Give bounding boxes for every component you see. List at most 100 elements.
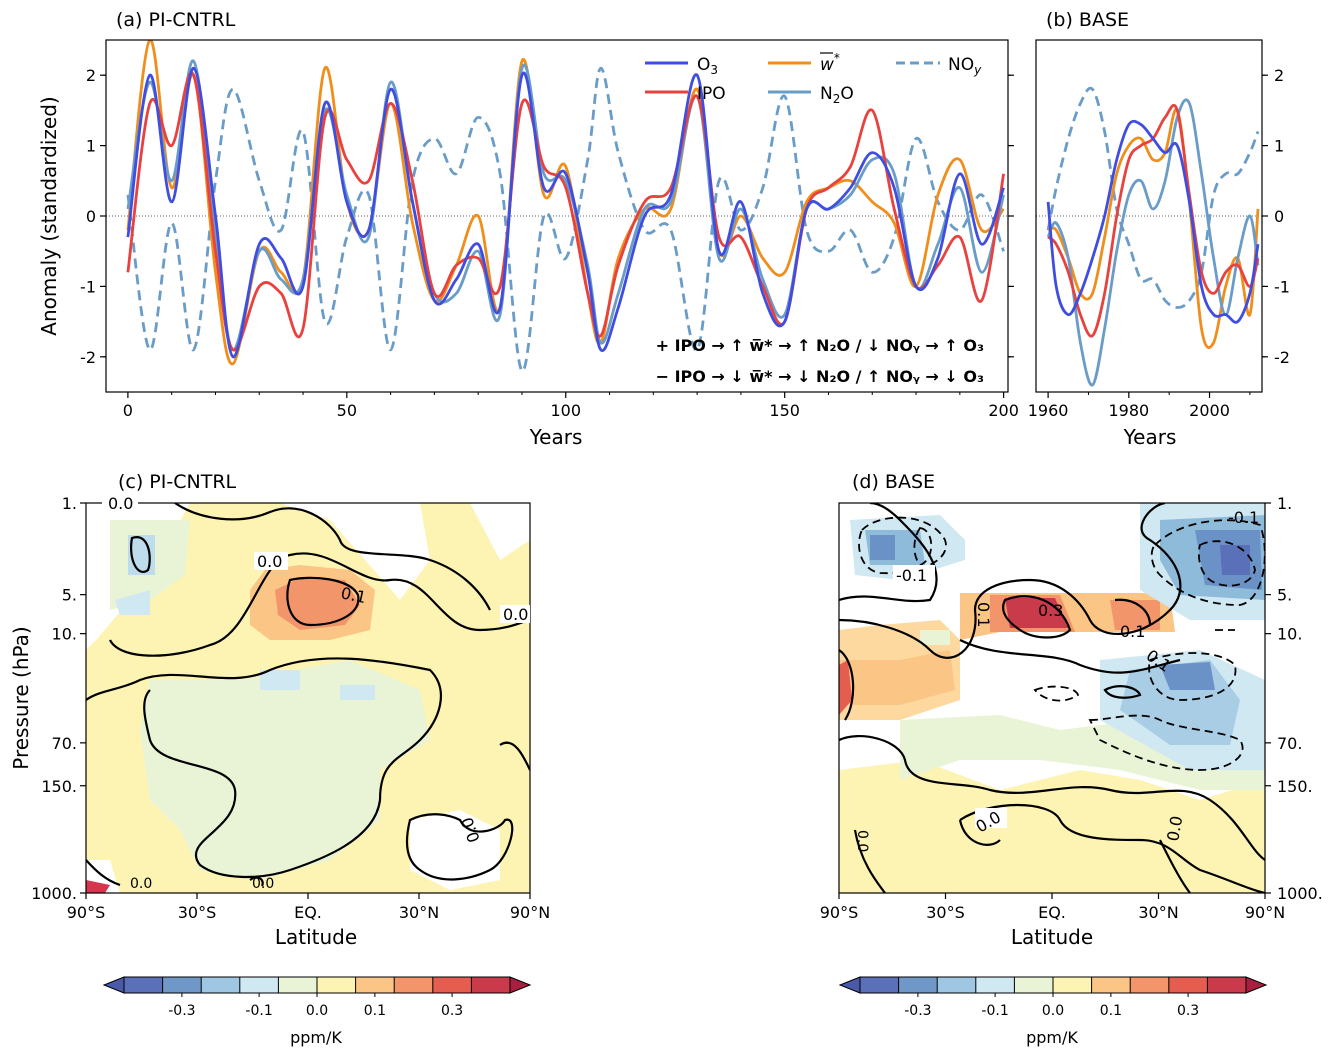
series-o3-line — [1046, 119, 1260, 324]
colorbar-tick-label: -0.3 — [168, 1003, 195, 1019]
legend: O3 IPO w* N2O NOy — [645, 51, 982, 106]
contour-label: 0.1 — [974, 602, 993, 627]
panel-b-xlabel: Years — [1123, 425, 1177, 449]
colorbar-swatch — [432, 977, 472, 993]
x-tick-label: 150 — [769, 401, 800, 420]
x-tick-label: 200 — [988, 401, 1019, 420]
panel-d-field — [839, 503, 1265, 893]
y-tick-label: 1. — [62, 494, 77, 513]
x-tick-label: 100 — [550, 401, 581, 420]
contour-label: 0.0 — [854, 830, 870, 852]
field-patch — [140, 660, 430, 880]
panel-c-axes: 90°S 30°S EQ. 30°N 90°N 1. 5. 10. 70. 150. 1000. — [31, 494, 550, 922]
x-tick-label: 1980 — [1108, 401, 1149, 420]
x-tick-label: 90°S — [820, 903, 859, 922]
panel-d: (d) BASE — [820, 471, 1323, 949]
y-tick-label-right: 1 — [1274, 137, 1284, 156]
colorbar-extend-low — [838, 976, 861, 994]
x-tick-label: 90°N — [1245, 903, 1285, 922]
field-patch — [260, 670, 300, 690]
field-patch — [410, 810, 500, 890]
panel-d-title: (d) BASE — [852, 471, 935, 493]
panel-b-series — [1046, 86, 1260, 387]
y-tick-label: 150. — [1277, 777, 1313, 796]
panel-b: (b) BASE 1960 1980 2000 -2 -1 0 1 2 Years — [1028, 9, 1290, 449]
y-tick-label: 1000. — [31, 884, 77, 903]
panel-b-title: (b) BASE — [1046, 9, 1129, 31]
colorbar-swatch — [1091, 977, 1131, 993]
colorbar-swatch — [471, 977, 511, 993]
y-tick-label: 2 — [86, 66, 96, 85]
contour-label: 0.1 — [339, 583, 368, 607]
y-tick-label-right: -1 — [1274, 277, 1290, 296]
legend-w-label: w* — [820, 51, 840, 75]
series-noy-line — [1046, 86, 1260, 309]
series-noy-line — [126, 66, 1005, 373]
legend-n2o-label: N2O — [820, 84, 854, 106]
x-tick-label: EQ. — [294, 903, 322, 922]
field-patch — [1110, 600, 1160, 630]
field-patch — [839, 660, 852, 715]
panel-d-axes: 90°S 30°S EQ. 30°N 90°N 1. 5. 10. 70. 150. 1000. — [820, 494, 1323, 922]
x-tick-label: 30°N — [1138, 903, 1178, 922]
colorbar-right-label: ppm/K — [1026, 1028, 1078, 1047]
annotation-negative-ipo: − IPO → ↓ w̅* → ↓ N₂O / ↑ NOᵧ → ↓ O₃ — [656, 367, 984, 386]
panel-c-xlabel: Latitude — [275, 925, 357, 949]
y-tick-label: 70. — [52, 734, 77, 753]
colorbar-swatch — [860, 977, 900, 993]
series-n2o-line — [126, 59, 1005, 352]
panel-a: (a) PI-CNTRL 0 50 100 150 200 -2 -1 0 1 2 Years A… — [37, 9, 1019, 449]
series-n2o-line — [1046, 98, 1260, 387]
y-tick-label: 70. — [1277, 734, 1302, 753]
contour-label: 0.1 — [1120, 622, 1145, 641]
field-patch — [870, 535, 895, 560]
colorbar-extend-low — [102, 976, 125, 994]
field-patch — [920, 630, 950, 645]
panel-c: (c) PI-CNTRL — [9, 471, 550, 949]
y-tick-label: 1. — [1277, 494, 1292, 513]
contour-label: 0.0 — [503, 605, 528, 624]
x-tick-label: 0 — [123, 401, 133, 420]
colorbar-swatch — [201, 977, 241, 993]
x-tick-label: 50 — [337, 401, 357, 420]
y-tick-label: 150. — [41, 777, 77, 796]
colorbar-swatch — [937, 977, 977, 993]
legend-o3-label: O3 — [697, 55, 718, 77]
colorbar-tick-label: 0.3 — [1177, 1003, 1199, 1019]
colorbar-tick-label: 0.0 — [306, 1003, 328, 1019]
annotation-positive-ipo: + IPO → ↑ w̅* → ↑ N₂O / ↓ NOᵧ → ↑ O₃ — [656, 336, 984, 355]
field-patch — [839, 650, 955, 705]
contour-label: 0.0 — [108, 494, 133, 513]
colorbar-swatch — [1014, 977, 1054, 993]
y-tick-label: -1 — [80, 277, 96, 296]
panel-d-contour-labels: -0.1 -0.1 0.1 0.3 0.1 0.1 0.0 0.0 0.0 — [854, 508, 1259, 852]
contour-label: -0.1 — [896, 566, 927, 585]
x-tick-label: 1960 — [1028, 401, 1069, 420]
panel-a-title: (a) PI-CNTRL — [116, 9, 236, 31]
colorbar-extend-high — [1245, 976, 1268, 994]
contour-label: 0.0 — [130, 876, 152, 892]
colorbar-extend-high — [509, 976, 532, 994]
colorbar-swatch — [162, 977, 202, 993]
y-tick-label-right: -2 — [1274, 348, 1290, 367]
panel-d-xlabel: Latitude — [1011, 925, 1093, 949]
y-tick-label: 10. — [52, 625, 77, 644]
colorbar-swatch — [394, 977, 434, 993]
legend-noy-label: NOy — [948, 55, 982, 77]
panel-c-title: (c) PI-CNTRL — [118, 471, 237, 493]
colorbar-swatch — [278, 977, 318, 993]
series-o3-line — [126, 66, 1005, 359]
x-tick-label: 90°S — [67, 903, 106, 922]
x-tick-label: EQ. — [1038, 903, 1066, 922]
panel-a-series — [126, 40, 1005, 373]
legend-ipo-label: IPO — [697, 84, 726, 104]
colorbar-swatch — [239, 977, 279, 993]
colorbar-swatch — [317, 977, 357, 993]
y-tick-label-right: 2 — [1274, 66, 1284, 85]
colorbar-tick-label: 0.1 — [1100, 1003, 1122, 1019]
panel-c-contours — [86, 503, 530, 887]
panel-b-axes: 1960 1980 2000 -2 -1 0 1 2 — [1028, 66, 1290, 420]
field-patch — [275, 578, 360, 630]
field-patch — [340, 685, 375, 700]
panel-a-axes: 0 50 100 150 200 -2 -1 0 1 2 — [80, 66, 1019, 420]
